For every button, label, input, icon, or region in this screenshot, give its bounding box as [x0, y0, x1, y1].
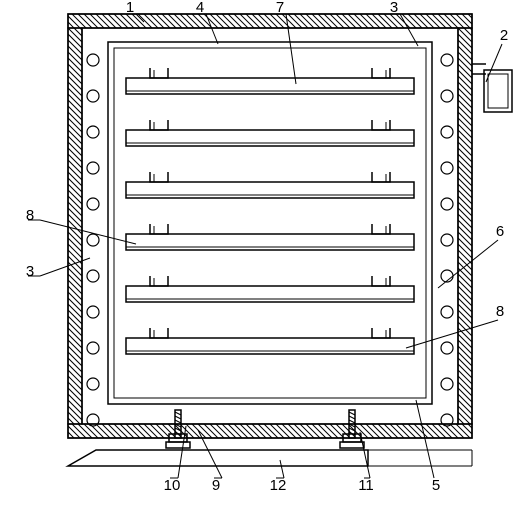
callout-label: 2	[500, 27, 508, 44]
callout-label: 6	[496, 223, 504, 240]
callout-label: 5	[432, 477, 440, 494]
callout-label: 7	[276, 0, 284, 16]
technical-diagram: 1 4 7 3 2 8 3 6 8 5 11 12 9 10	[0, 0, 531, 511]
callout-label: 9	[212, 477, 220, 494]
callout-label: 3	[390, 0, 398, 16]
callout-label: 3	[26, 263, 34, 280]
callout-label: 11	[358, 477, 374, 494]
callout-label: 1	[126, 0, 134, 16]
callout-label: 4	[196, 0, 204, 16]
callout-label: 8	[496, 303, 504, 320]
callout-label: 10	[164, 477, 181, 494]
callout-label: 8	[26, 207, 34, 224]
callout-label: 12	[270, 477, 287, 494]
